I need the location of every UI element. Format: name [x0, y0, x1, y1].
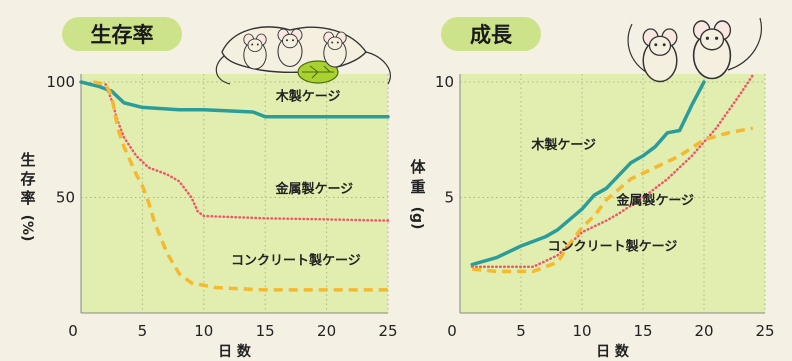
x-axis-label: 日 数: [218, 343, 252, 360]
x-tick-label: 15: [633, 322, 652, 340]
y-axis-label-char: (%): [19, 215, 35, 242]
series-line-0: [79, 80, 390, 119]
standing-mice-illustration: [627, 17, 762, 83]
chart-title: 成長: [470, 23, 513, 47]
mouse-icon: [692, 20, 732, 80]
y-axis-label-char: 率: [20, 189, 35, 207]
y-axis-label-char: 重: [410, 178, 425, 196]
series-line-1: [104, 83, 390, 222]
series-line-2: [92, 80, 388, 292]
mouse-tail: [365, 51, 391, 85]
mouse-eye: [256, 43, 259, 46]
mouse-tail: [727, 17, 762, 71]
x-tick-label: 25: [755, 322, 774, 340]
x-tick-label: 5: [138, 322, 148, 340]
mouse-eye: [291, 39, 295, 42]
mouse-eye: [662, 43, 666, 47]
mouse-eye: [705, 36, 710, 40]
title-pill: [441, 17, 541, 51]
x-tick-label: 0: [68, 322, 78, 340]
gridlines: [460, 74, 766, 313]
mouse-head: [699, 28, 725, 51]
mouse-head: [648, 35, 672, 56]
leaf-veins: [302, 65, 334, 79]
mouse-illustrations: [215, 17, 762, 85]
chart-survival-rate: 生存率 0 5 10 15 20 25 100 50 日 数 生存率 (%) 木製ケージ金属製ケージコン…: [19, 17, 398, 360]
x-tick-label: 20: [317, 322, 336, 340]
chart-growth: 成長 0 5 10 15 20 25 10 5 日 数 体重 (g) 木製ケージ金属製ケージコンクリート…: [409, 17, 775, 360]
series-line-2: [472, 126, 754, 274]
y-axis-label-char: (g): [409, 207, 425, 230]
series-label: 木製ケージ: [530, 137, 596, 153]
plot-area: [81, 74, 388, 313]
y-tick-label: 50: [56, 189, 75, 207]
gridlines: [81, 74, 389, 313]
chart-title: 生存率: [91, 23, 154, 47]
title-pill: [62, 17, 182, 51]
y-tick-label: 5: [444, 189, 454, 207]
plot-area: [460, 74, 765, 313]
mice-eating-illustration: [215, 26, 391, 85]
mouse-eye: [654, 43, 658, 47]
mouse-icon: [323, 31, 347, 68]
series-line-1: [470, 73, 755, 269]
mouse-icon: [642, 28, 678, 83]
series-label: コンクリート製ケージ: [231, 252, 361, 268]
mouse-icon: [277, 28, 303, 68]
mouse-eye: [336, 41, 339, 44]
mouse-eye: [251, 43, 254, 46]
y-tick-label: 100: [46, 73, 75, 91]
mouse-head: [282, 33, 298, 49]
x-tick-label: 5: [516, 322, 526, 340]
x-axis-label: 日 数: [596, 343, 630, 360]
y-tick-label: 10: [435, 73, 454, 91]
mouse-tail: [627, 23, 647, 73]
mouse-icon: [243, 33, 267, 70]
series-label: 金属製ケージ: [615, 192, 694, 208]
x-tick-label: 20: [694, 322, 713, 340]
series-label: コンクリート製ケージ: [548, 239, 678, 255]
mouse-eye: [331, 41, 334, 44]
mouse-eye: [285, 39, 289, 42]
y-axis-label-char: 体: [410, 158, 426, 176]
series-label: 金属製ケージ: [274, 181, 353, 197]
series-label: 木製ケージ: [275, 88, 341, 104]
mouse-head: [327, 36, 343, 50]
x-tick-label: 15: [256, 322, 275, 340]
x-tick-label: 25: [378, 322, 397, 340]
x-tick-label: 0: [447, 322, 457, 340]
series-line-0: [470, 80, 706, 267]
mouse-tail: [215, 55, 231, 85]
mouse-eye: [714, 36, 719, 40]
x-tick-label: 10: [572, 322, 591, 340]
y-axis-label-char: 存: [20, 170, 35, 188]
y-axis-label-char: 生: [20, 151, 35, 169]
mouse-head: [247, 38, 263, 52]
x-tick-label: 10: [194, 322, 213, 340]
